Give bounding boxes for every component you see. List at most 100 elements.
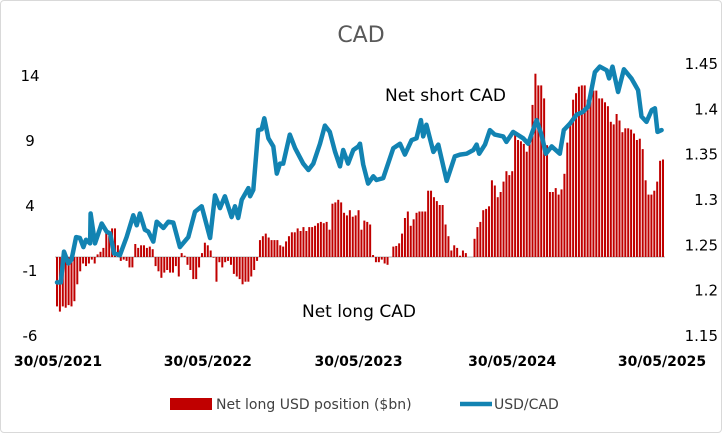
bar	[290, 232, 293, 257]
x-tick-label: 30/05/2022	[164, 354, 252, 370]
bar	[131, 257, 134, 268]
bar	[76, 257, 79, 285]
bar	[606, 106, 609, 257]
bar	[435, 201, 438, 257]
legend-line-label: USD/CAD	[494, 397, 559, 413]
bar	[200, 253, 203, 257]
bar	[377, 257, 380, 263]
right-tick-label: 1.4	[694, 100, 718, 118]
bar	[427, 190, 430, 257]
bar	[490, 180, 493, 257]
bar	[627, 128, 630, 257]
bar	[128, 257, 131, 268]
bar	[70, 257, 73, 307]
bar	[604, 102, 607, 257]
bar	[273, 240, 276, 257]
bar	[638, 138, 641, 257]
bar	[534, 73, 537, 257]
left-tick-label: 4	[25, 197, 35, 215]
bar	[334, 202, 337, 257]
bar	[560, 189, 563, 257]
left-tick-label: 9	[25, 132, 35, 150]
bar	[421, 211, 424, 257]
bar	[479, 221, 482, 257]
bar	[229, 257, 232, 265]
bar	[650, 194, 653, 257]
bar	[319, 221, 322, 257]
bar	[302, 227, 305, 257]
bar	[113, 228, 116, 257]
bar	[169, 257, 172, 273]
right-axis: 1.15 1.2 1.25 1.3 1.35 1.4 1.45	[685, 55, 718, 345]
bar	[493, 185, 496, 257]
bar	[621, 132, 624, 257]
bar	[299, 231, 302, 257]
bar	[67, 257, 70, 306]
bar	[508, 175, 511, 257]
bar	[418, 211, 421, 257]
bar	[659, 160, 662, 257]
bar	[314, 225, 317, 257]
right-tick-label: 1.2	[694, 282, 718, 300]
bar	[537, 85, 540, 258]
bar	[641, 149, 644, 257]
bar	[488, 206, 491, 257]
bar	[662, 159, 664, 257]
bar	[514, 134, 517, 257]
legend-bar-label: Net long USD position ($bn)	[216, 397, 412, 413]
bar	[279, 245, 282, 257]
bar	[589, 94, 592, 257]
bar	[267, 237, 270, 257]
bar	[473, 238, 476, 257]
bar	[328, 229, 331, 257]
right-tick-label: 1.15	[685, 327, 718, 345]
bar	[264, 233, 267, 257]
bar	[241, 257, 244, 285]
bar	[380, 257, 383, 260]
bar	[198, 257, 201, 268]
bar	[357, 210, 360, 257]
bar	[96, 254, 99, 257]
bar	[105, 231, 108, 257]
legend: Net long USD position ($bn) USD/CAD	[170, 397, 559, 413]
bar	[525, 151, 528, 257]
bar	[540, 85, 543, 258]
bar	[424, 211, 427, 257]
left-tick-label: -6	[23, 327, 38, 345]
bar	[224, 257, 227, 263]
bar	[325, 221, 328, 257]
bar	[354, 215, 357, 257]
bar	[575, 93, 578, 257]
bar	[258, 240, 261, 257]
bar	[322, 223, 325, 257]
x-tick-label: 30/05/2023	[314, 354, 402, 370]
bar	[192, 257, 195, 280]
bar	[595, 90, 598, 257]
bar	[166, 257, 169, 270]
bar	[160, 257, 163, 278]
bar	[517, 140, 520, 257]
bar	[592, 90, 595, 257]
bar	[653, 190, 656, 257]
bar	[438, 205, 441, 257]
left-tick-label: -1	[23, 262, 38, 280]
bar	[351, 216, 354, 257]
bar	[293, 232, 296, 257]
bar	[453, 245, 456, 257]
bar	[644, 180, 647, 257]
bar	[476, 227, 479, 257]
bar	[305, 231, 308, 257]
bar	[227, 257, 230, 261]
bar	[163, 257, 166, 273]
bar	[496, 197, 499, 257]
bar	[102, 247, 105, 257]
bar	[64, 257, 67, 308]
bar	[148, 246, 151, 257]
chart-title: CAD	[337, 23, 384, 48]
x-tick-label: 30/05/2025	[618, 354, 706, 370]
bar	[485, 208, 488, 257]
bar	[464, 253, 467, 257]
bar	[145, 247, 148, 257]
bar	[499, 192, 502, 257]
bar	[137, 247, 140, 257]
